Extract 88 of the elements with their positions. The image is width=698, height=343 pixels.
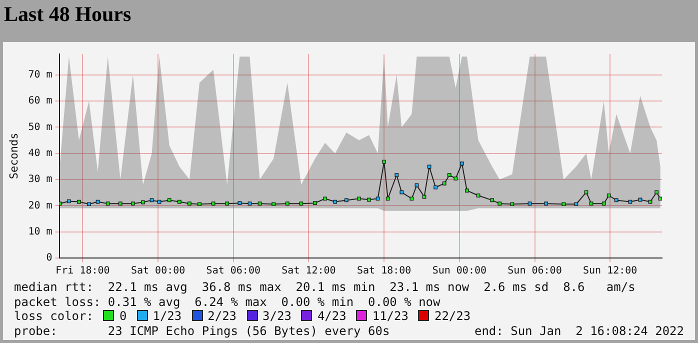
point bbox=[66, 199, 71, 204]
point bbox=[285, 202, 290, 206]
point bbox=[376, 196, 380, 201]
legend-label: 22/23 bbox=[434, 309, 471, 323]
point bbox=[490, 198, 494, 202]
y-tick-label: 10 m bbox=[28, 226, 52, 238]
point bbox=[528, 202, 532, 206]
point bbox=[367, 198, 371, 202]
point bbox=[258, 202, 262, 206]
x-tick-label: Fri 18:00 bbox=[56, 266, 110, 277]
point bbox=[422, 194, 426, 199]
point bbox=[476, 194, 480, 198]
x-tick-label: Sat 06:00 bbox=[206, 266, 260, 277]
point bbox=[614, 198, 618, 202]
legend-label: 11/23 bbox=[372, 309, 408, 323]
legend-label: 2/23 bbox=[208, 309, 237, 323]
point bbox=[177, 200, 182, 204]
point bbox=[434, 185, 438, 190]
point bbox=[584, 190, 588, 194]
y-axis-title: Seconds bbox=[7, 132, 20, 180]
legend-label: 1/23 bbox=[152, 309, 182, 323]
x-tick-label: Sat 00:00 bbox=[130, 266, 186, 277]
y-tick-label: 0 bbox=[46, 252, 52, 264]
point bbox=[59, 202, 62, 206]
point bbox=[638, 198, 642, 202]
point bbox=[77, 200, 81, 204]
text: probe: 23 ICMP Echo Pings (56 Bytes) every 60s bbox=[14, 324, 390, 338]
point bbox=[141, 200, 145, 204]
point bbox=[167, 198, 172, 202]
point bbox=[344, 198, 348, 202]
point bbox=[602, 202, 606, 206]
x-tick-label: Sun 00:00 bbox=[432, 266, 487, 277]
point bbox=[313, 201, 317, 206]
point bbox=[198, 202, 202, 206]
point bbox=[510, 202, 514, 206]
point bbox=[299, 202, 304, 206]
point bbox=[272, 202, 276, 206]
point bbox=[118, 202, 122, 206]
point bbox=[574, 202, 578, 206]
point bbox=[150, 198, 154, 202]
y-tick-label: 30 m bbox=[28, 174, 52, 186]
point bbox=[394, 173, 399, 178]
point bbox=[447, 173, 452, 178]
point bbox=[333, 200, 338, 204]
legend-label: 4/23 bbox=[317, 309, 346, 323]
point bbox=[87, 202, 91, 206]
y-tick-label: 20 m bbox=[28, 200, 52, 212]
point bbox=[211, 202, 216, 206]
legend-title: loss color: bbox=[14, 309, 94, 323]
point bbox=[238, 201, 242, 206]
legend-label: 0 bbox=[119, 309, 127, 323]
point bbox=[106, 202, 110, 206]
point bbox=[658, 196, 662, 201]
point bbox=[606, 194, 611, 198]
point bbox=[157, 200, 162, 204]
point bbox=[465, 188, 469, 192]
text: packet loss: 0.31 % avg 6.24 % max 0.00 % min 0.00 % now bbox=[14, 294, 442, 309]
point bbox=[454, 176, 458, 180]
point bbox=[357, 196, 361, 201]
x-tick-label: Sat 18:00 bbox=[356, 266, 412, 277]
legend-label: 3/23 bbox=[262, 309, 292, 323]
point bbox=[628, 200, 632, 204]
point bbox=[410, 196, 414, 201]
chart-title: Last 48 Hours bbox=[0, 0, 698, 42]
point bbox=[544, 202, 548, 206]
point bbox=[400, 190, 404, 194]
point bbox=[225, 202, 230, 206]
x-tick-label: Sat 12:00 bbox=[282, 266, 336, 277]
y-tick-label: 50 m bbox=[28, 122, 52, 133]
text: median rtt: 22.1 ms avg 36.8 ms max 20.1 ms min 23.1 ms now 2.6 ms sd 8.6 am/s bbox=[14, 280, 636, 294]
y-tick-label: 70 m bbox=[28, 70, 52, 81]
point bbox=[498, 202, 502, 206]
point bbox=[442, 182, 446, 186]
y-tick-label: 60 m bbox=[28, 96, 52, 107]
point bbox=[460, 162, 464, 166]
point bbox=[382, 160, 386, 164]
point bbox=[131, 202, 135, 206]
point bbox=[562, 202, 566, 206]
x-tick-label: Sun 12:00 bbox=[583, 266, 638, 277]
point bbox=[323, 196, 327, 201]
point bbox=[188, 202, 192, 206]
text: end: Sun Jan 2 16:08:24 2022 bbox=[474, 324, 684, 338]
point bbox=[654, 190, 658, 194]
point bbox=[386, 196, 390, 201]
y-tick-label: 40 m bbox=[28, 148, 52, 159]
x-tick-label: Sun 06:00 bbox=[508, 266, 562, 277]
point bbox=[248, 202, 252, 206]
point bbox=[589, 202, 594, 206]
